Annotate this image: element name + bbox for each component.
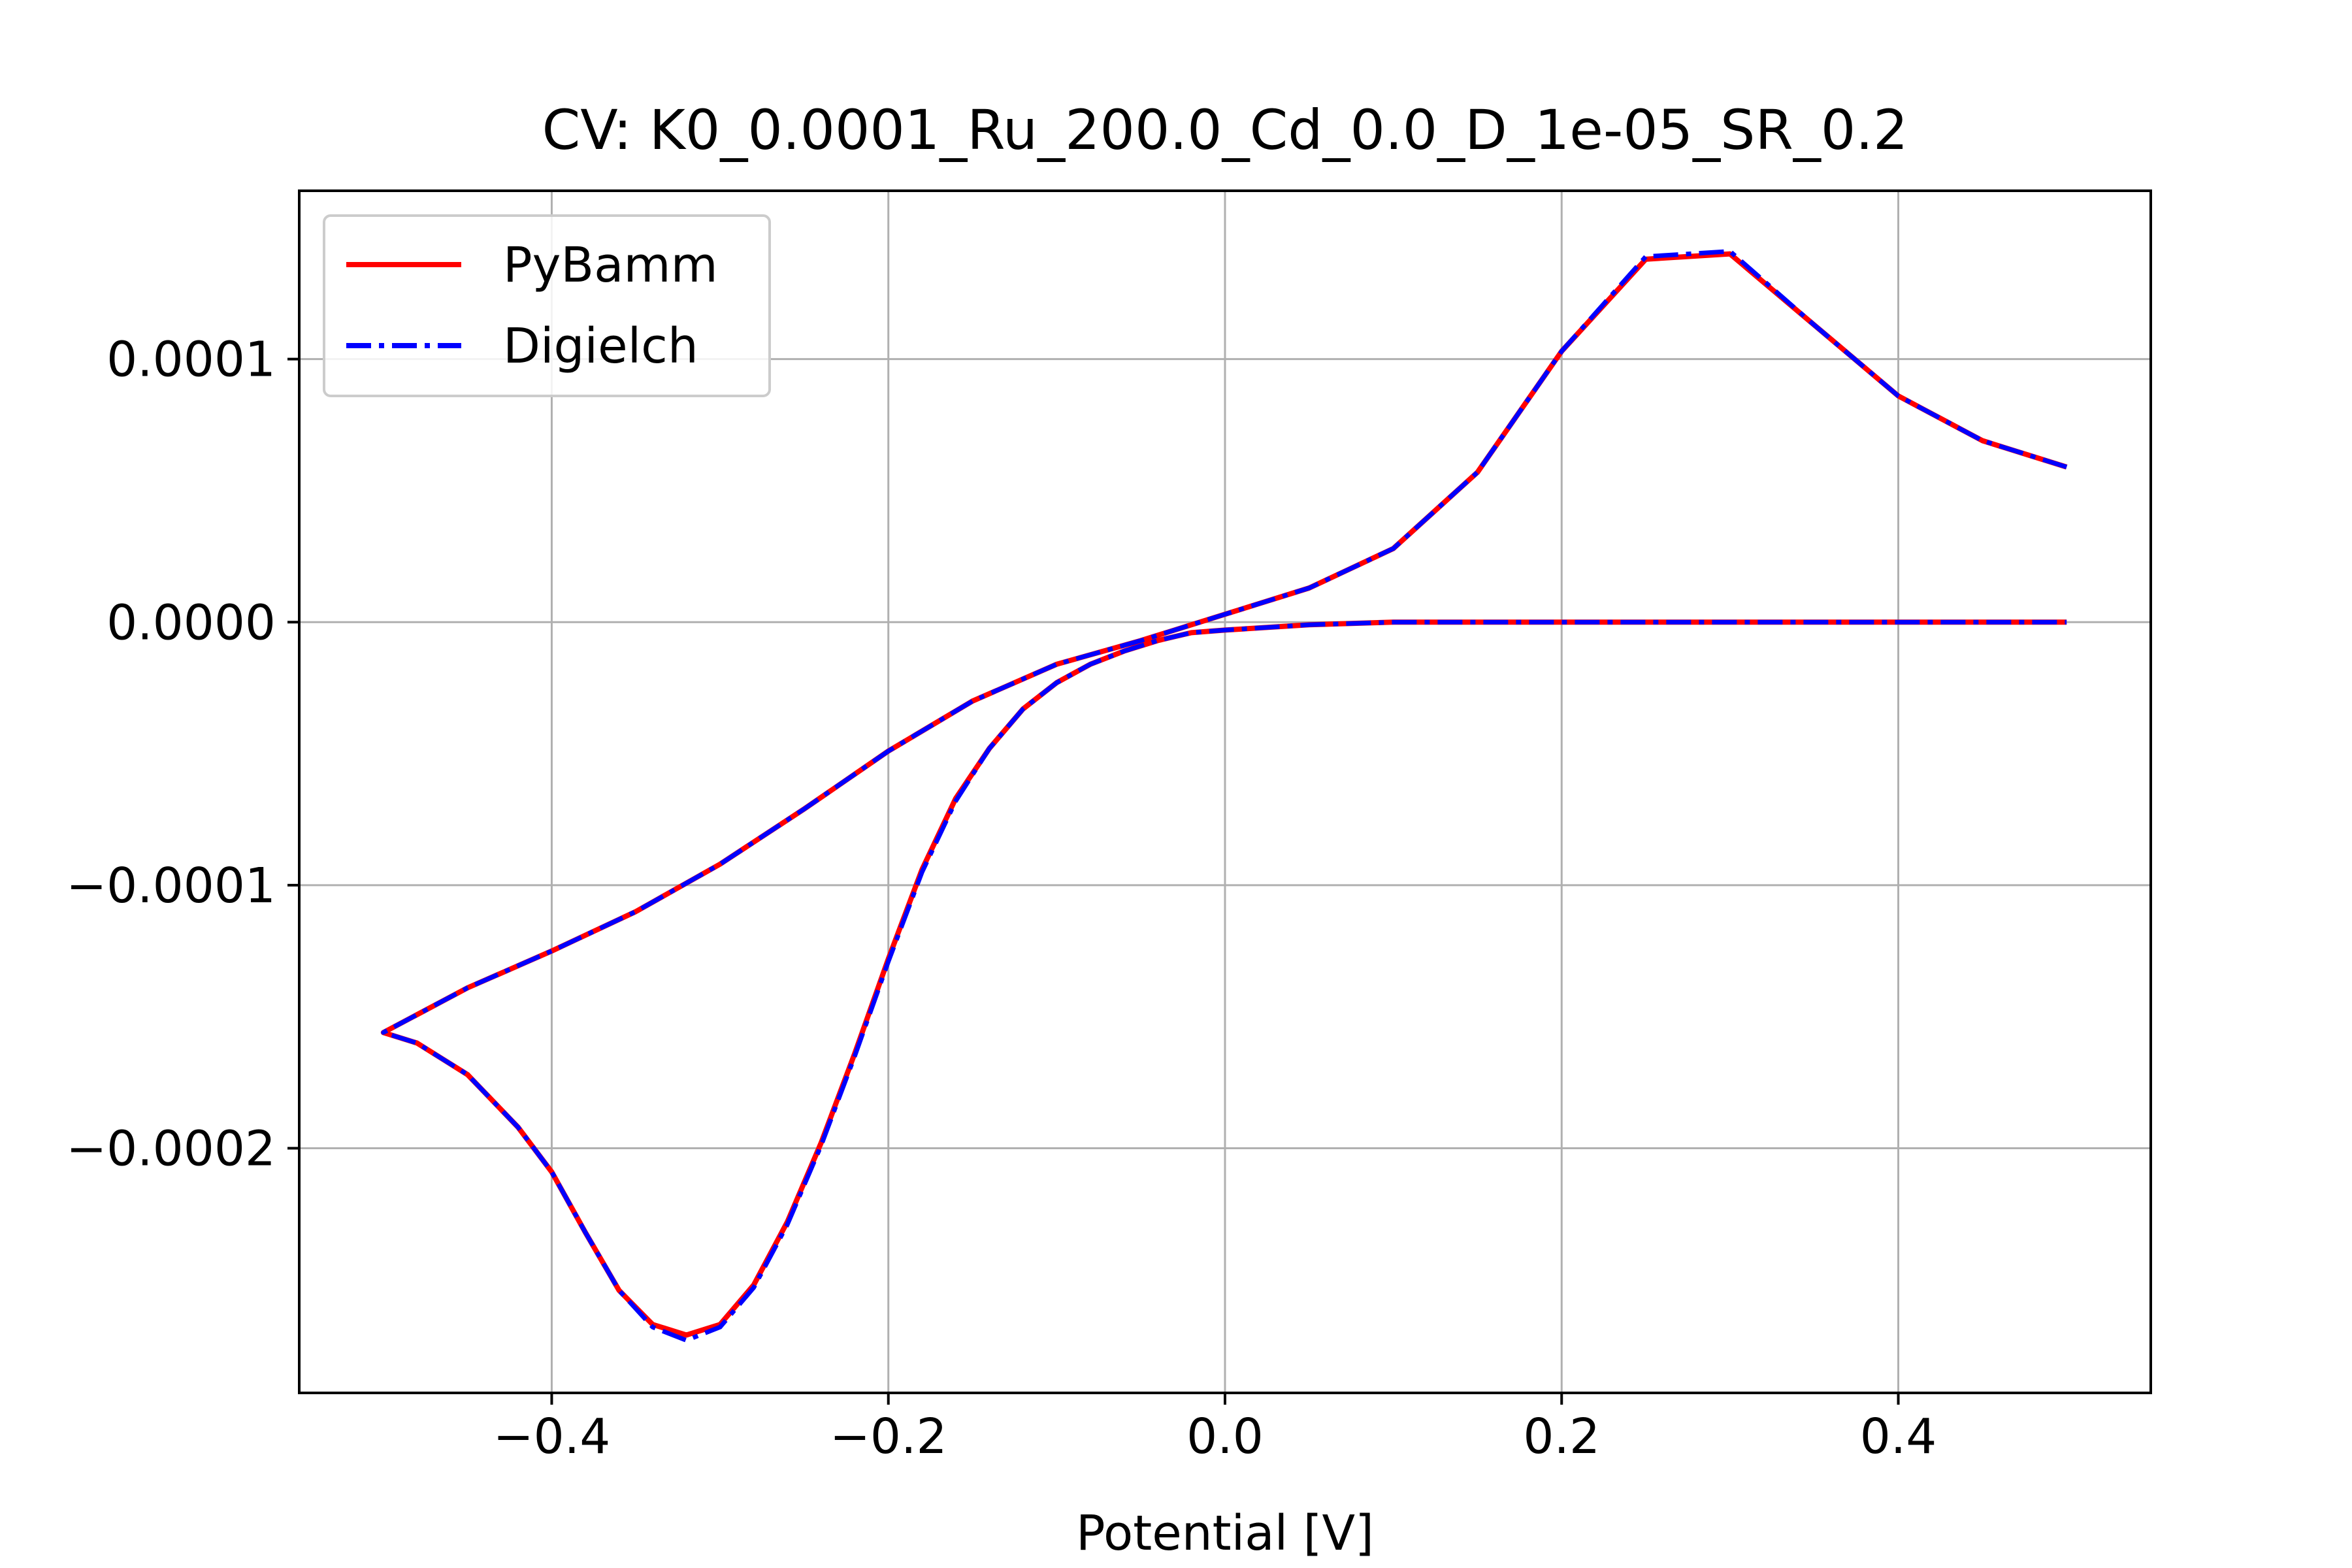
legend-label-digielch: Digielch: [503, 318, 698, 374]
y-tick-label: −0.0001: [66, 858, 276, 914]
plot-series: [380, 249, 2068, 1343]
series-line-digielch: [381, 249, 2068, 1343]
y-tick-label: 0.0001: [106, 332, 276, 388]
legend-box: [323, 214, 771, 397]
y-axis-ticks: 0.0001 0.0000 −0.0001 −0.0002: [66, 332, 299, 1177]
x-axis-label: Potential [V]: [1076, 1505, 1374, 1561]
chart-title: CV: K0_0.0001_Ru_200.0_Cd_0.0_D_1e-05_SR…: [542, 98, 1908, 162]
legend: PyBamm Digielch: [323, 214, 771, 397]
y-tick-label: 0.0000: [106, 595, 276, 651]
x-axis-ticks: −0.4 −0.2 0.0 0.2 0.4: [493, 1393, 1937, 1465]
x-tick-label: −0.2: [830, 1409, 947, 1465]
legend-label-pybamm: PyBamm: [503, 237, 718, 293]
x-tick-label: 0.0: [1186, 1409, 1264, 1465]
y-tick-label: −0.0002: [66, 1121, 276, 1177]
x-tick-label: 0.2: [1523, 1409, 1600, 1465]
x-tick-label: 0.4: [1860, 1409, 1937, 1465]
x-tick-label: −0.4: [493, 1409, 611, 1465]
